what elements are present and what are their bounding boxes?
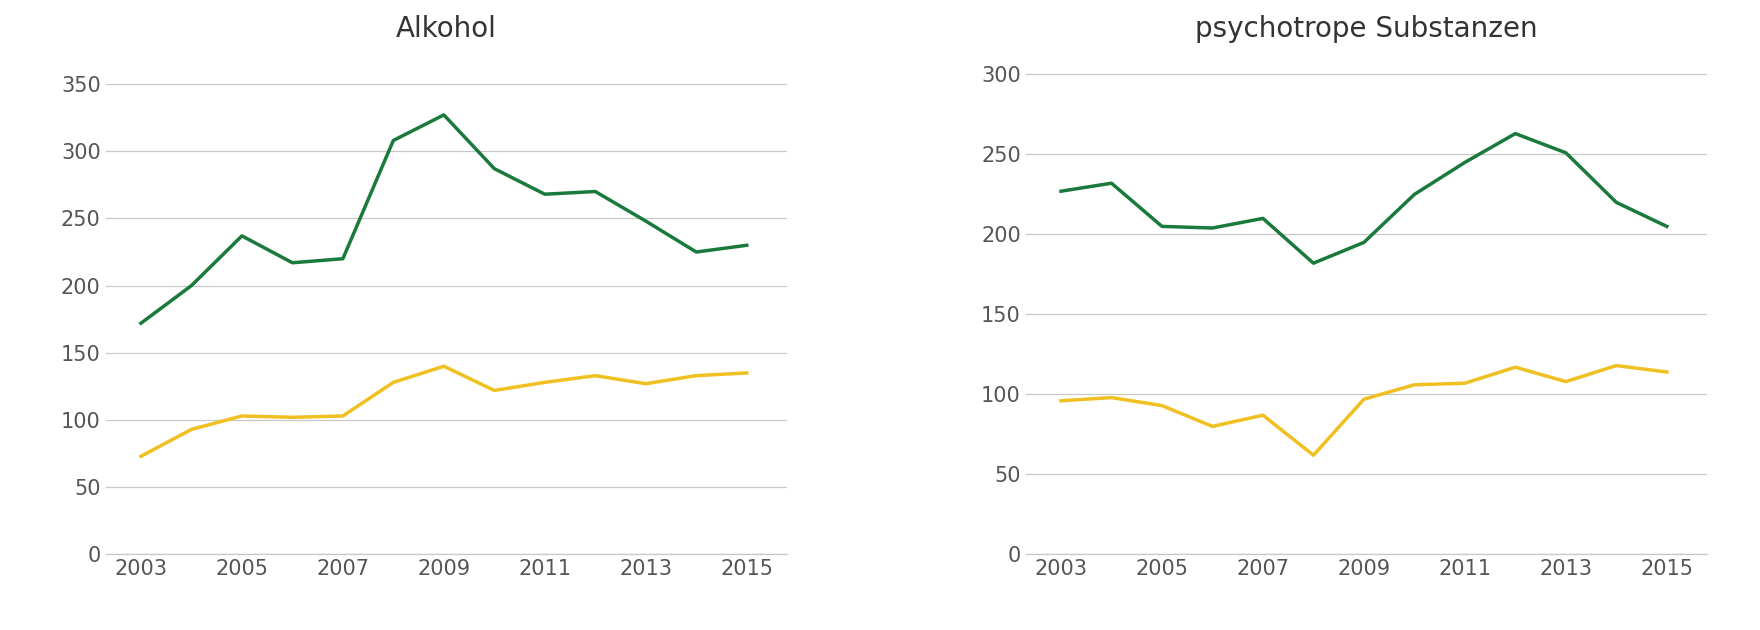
Title: psychotrope Substanzen: psychotrope Substanzen xyxy=(1195,14,1538,42)
Title: Alkohol: Alkohol xyxy=(396,14,496,42)
